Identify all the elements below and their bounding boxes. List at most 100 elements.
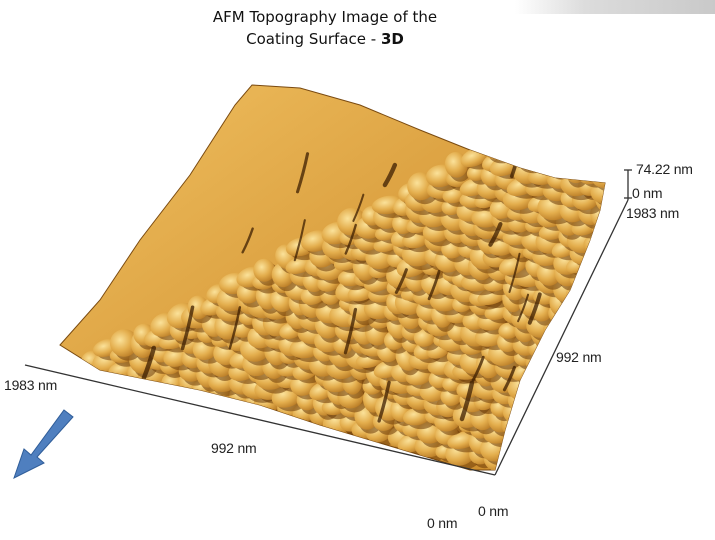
grain-shadow — [501, 143, 528, 165]
grain — [687, 266, 714, 294]
grain-shadow — [586, 315, 605, 335]
grain-shadow — [651, 344, 671, 371]
grain — [591, 385, 605, 404]
grain — [646, 326, 670, 349]
grain-shadow — [587, 236, 605, 258]
grain — [630, 305, 659, 332]
grain — [680, 256, 711, 281]
grain-shadow — [615, 335, 641, 354]
grain — [557, 308, 591, 330]
grain-shadow — [505, 135, 528, 155]
grain — [564, 131, 595, 152]
grain-shadow — [699, 166, 715, 190]
grain-shadow — [654, 264, 684, 289]
grain-shadow — [595, 389, 605, 407]
x-axis-min-label: 0 nm — [427, 515, 458, 531]
grain — [693, 336, 715, 364]
grain-shadow — [639, 259, 669, 286]
surface-groove — [293, 219, 306, 262]
grain — [690, 322, 715, 347]
grain — [537, 381, 570, 405]
grain-shadow — [648, 310, 681, 327]
grain — [617, 291, 644, 321]
grain-shadow — [705, 245, 715, 272]
grain — [693, 294, 715, 326]
grain — [581, 301, 602, 321]
grain-shadow — [632, 367, 654, 388]
grain-shadow — [648, 322, 672, 338]
surface-groove — [296, 152, 310, 194]
grain — [567, 402, 596, 426]
grain — [622, 321, 657, 350]
grain — [611, 317, 637, 339]
grain — [538, 393, 564, 416]
grain-shadow — [670, 241, 700, 264]
grain-shadow — [629, 331, 659, 349]
grain-shadow — [581, 152, 605, 170]
grain-shadow — [680, 176, 701, 200]
grain-shadow — [711, 202, 715, 220]
grain-shadow — [696, 331, 715, 347]
grain-shadow — [686, 263, 714, 283]
grain-shadow — [542, 397, 568, 420]
grain — [648, 231, 681, 261]
grain — [594, 309, 605, 337]
grain — [578, 391, 600, 414]
grain-shadow — [572, 320, 594, 347]
grain — [683, 304, 711, 335]
grain-shadow — [564, 367, 588, 385]
grain-shadow — [540, 409, 569, 433]
grain-shadow — [704, 262, 715, 281]
grain-shadow — [681, 353, 712, 373]
grain — [592, 389, 605, 416]
grain — [662, 261, 693, 294]
grain-shadow — [608, 348, 641, 374]
grain-shadow — [597, 143, 605, 167]
grain-shadow — [598, 313, 605, 341]
grain — [658, 219, 685, 240]
grain — [596, 154, 605, 178]
grain-shadow — [691, 311, 711, 336]
grain — [655, 327, 689, 354]
grain — [647, 267, 679, 298]
grain-shadow — [517, 150, 549, 174]
grain-shadow — [636, 289, 665, 305]
grain — [679, 236, 715, 266]
y-axis-max-label: 1983 nm — [626, 205, 680, 221]
grain-shadow — [679, 217, 703, 235]
x-axis-max-label: 1983 nm — [4, 377, 58, 393]
grain-shadow — [699, 214, 715, 241]
grain-shadow — [585, 305, 605, 325]
grain — [506, 426, 532, 452]
grain-shadow — [551, 129, 582, 157]
surface-groove — [517, 293, 530, 323]
grain-shadow — [622, 260, 649, 277]
grain-shadow — [670, 268, 693, 295]
grain-shadow — [534, 152, 557, 172]
grain — [570, 375, 596, 400]
grain-shadow — [488, 145, 516, 164]
grain-shadow — [633, 271, 663, 294]
grain — [671, 250, 699, 280]
grain — [658, 341, 693, 375]
grain — [253, 258, 276, 282]
grain — [601, 372, 605, 390]
grain — [567, 316, 590, 343]
grain-shadow — [670, 228, 701, 249]
grain — [539, 419, 565, 446]
grain — [577, 148, 605, 166]
grain — [677, 336, 704, 362]
grain-shadow — [699, 301, 715, 325]
grain-shadow — [654, 238, 683, 263]
grain-shadow — [526, 418, 552, 443]
grain-shadow — [563, 399, 589, 423]
grain — [536, 404, 565, 429]
grain — [664, 305, 687, 324]
grain-shadow — [604, 264, 605, 288]
grain-shadow — [541, 386, 574, 408]
surface-groove — [343, 307, 358, 355]
grain — [622, 330, 656, 365]
grain — [700, 228, 715, 259]
grain-shadow — [607, 278, 632, 300]
grain-shadow — [669, 310, 691, 326]
